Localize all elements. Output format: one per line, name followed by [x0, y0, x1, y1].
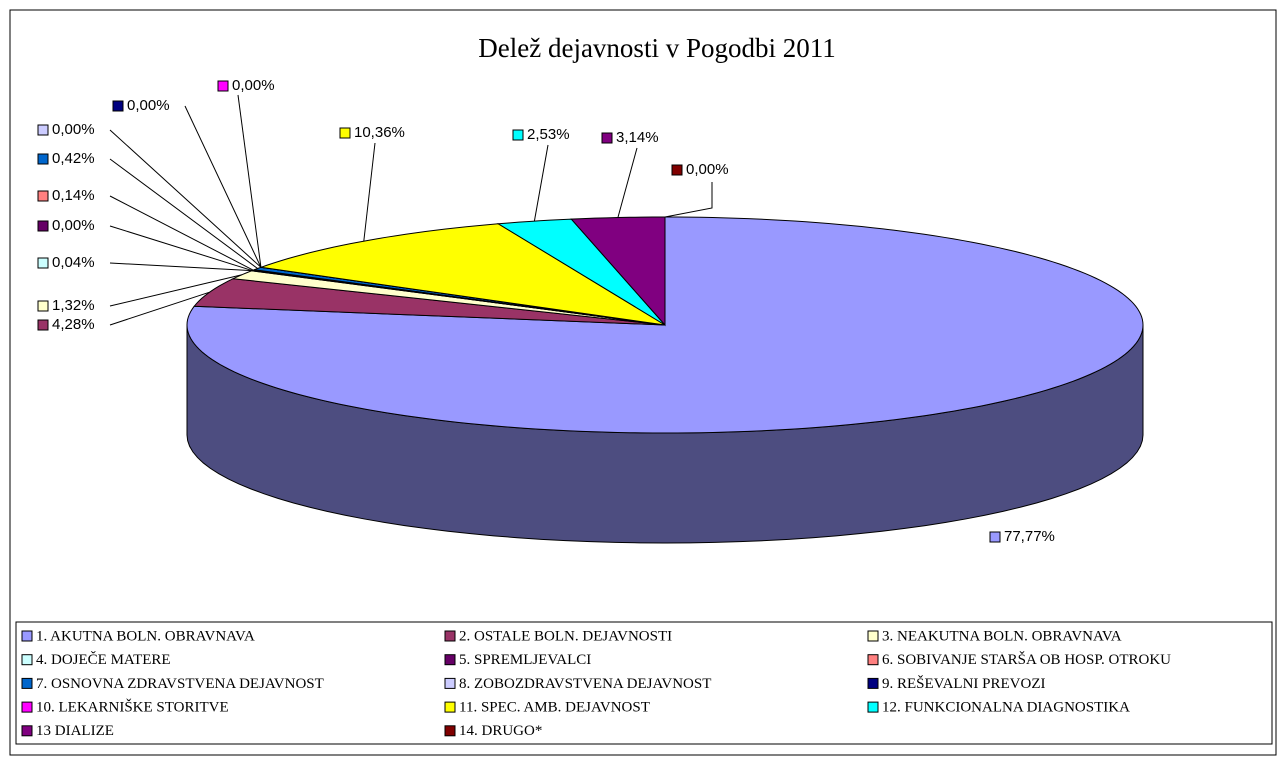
- data-label: 77,77%: [1004, 528, 1055, 545]
- data-label: 2,53%: [527, 126, 570, 143]
- legend-swatch: [21, 725, 33, 737]
- legend-swatch: [444, 677, 456, 689]
- legend-label: 2. OSTALE BOLN. DEJAVNOSTI: [459, 628, 672, 644]
- slice: [496, 218, 666, 326]
- label-swatch: [37, 153, 49, 165]
- legend-label: 4. DOJEČE MATERE: [36, 651, 171, 668]
- legend-swatch: [444, 701, 456, 713]
- leader-line: [664, 182, 713, 218]
- leader-line: [237, 94, 262, 268]
- label-swatch: [217, 80, 229, 92]
- data-label: 0,00%: [52, 121, 95, 138]
- legend-label: 11. SPEC. AMB. DEJAVNOST: [459, 700, 650, 716]
- legend-swatch: [867, 677, 879, 689]
- legend-label: 10. LEKARNIŠKE STORITVE: [36, 699, 229, 716]
- label-swatch: [671, 164, 683, 176]
- data-label: 1,32%: [52, 297, 95, 314]
- label-swatch: [37, 124, 49, 136]
- data-label: 10,36%: [354, 124, 405, 141]
- legend-label: 1. AKUTNA BOLN. OBRAVNAVA: [36, 628, 255, 644]
- label-swatch: [37, 190, 49, 202]
- label-swatch: [339, 127, 351, 139]
- chart-title: Delež dejavnosti v Pogodbi 2011: [478, 33, 835, 63]
- data-label: 3,14%: [616, 129, 659, 146]
- label-swatch: [37, 220, 49, 232]
- legend-swatch: [867, 630, 879, 642]
- leader-line: [109, 158, 258, 269]
- legend-label: 8. ZOBOZDRAVSTVENA DEJAVNOST: [459, 676, 711, 692]
- label-swatch: [37, 300, 49, 312]
- legend-swatch: [444, 630, 456, 642]
- legend-label: 13 DIALIZE: [36, 723, 114, 739]
- leader-line: [109, 195, 254, 271]
- leader-line: [109, 262, 252, 272]
- leader-line: [109, 274, 243, 307]
- label-swatch: [37, 257, 49, 269]
- leader-line: [109, 291, 210, 326]
- slice: [193, 278, 666, 326]
- data-label: 0,00%: [232, 77, 275, 94]
- slice: [260, 223, 666, 326]
- legend-label: 9. REŠEVALNI PREVOZI: [882, 675, 1045, 692]
- label-swatch: [512, 129, 524, 141]
- leader-line: [533, 144, 549, 222]
- legend-swatch: [21, 677, 33, 689]
- legend-swatch: [21, 630, 33, 642]
- label-swatch: [989, 531, 1001, 543]
- legend-label: 14. DRUGO*: [459, 723, 542, 739]
- data-label: 0,00%: [127, 97, 170, 114]
- leader-line: [109, 225, 253, 272]
- legend-swatch: [21, 654, 33, 666]
- label-swatch: [112, 100, 124, 112]
- leader-line: [184, 105, 262, 268]
- leader-line: [109, 129, 262, 268]
- label-swatch: [601, 132, 613, 144]
- legend-box: [15, 621, 1273, 745]
- label-swatch: [37, 319, 49, 331]
- legend-swatch: [867, 654, 879, 666]
- data-label: 0,14%: [52, 187, 95, 204]
- data-label: 4,28%: [52, 316, 95, 333]
- legend-label: 7. OSNOVNA ZDRAVSTVENA DEJAVNOST: [36, 676, 324, 692]
- leader-line: [363, 142, 376, 242]
- leader-line: [617, 147, 638, 218]
- data-label: 0,04%: [52, 254, 95, 271]
- legend-swatch: [444, 725, 456, 737]
- legend-label: 6. SOBIVANJE STARŠA OB HOSP. OTROKU: [882, 651, 1171, 668]
- data-label: 0,00%: [52, 217, 95, 234]
- legend-swatch: [867, 701, 879, 713]
- legend-label: 3. NEAKUTNA BOLN. OBRAVNAVA: [882, 628, 1122, 644]
- legend-label: 12. FUNKCIONALNA DIAGNOSTIKA: [882, 700, 1130, 716]
- legend-swatch: [444, 654, 456, 666]
- legend-label: 5. SPREMLJEVALCI: [459, 652, 591, 668]
- data-label: 0,00%: [686, 161, 729, 178]
- legend-swatch: [21, 701, 33, 713]
- data-label: 0,42%: [52, 150, 95, 167]
